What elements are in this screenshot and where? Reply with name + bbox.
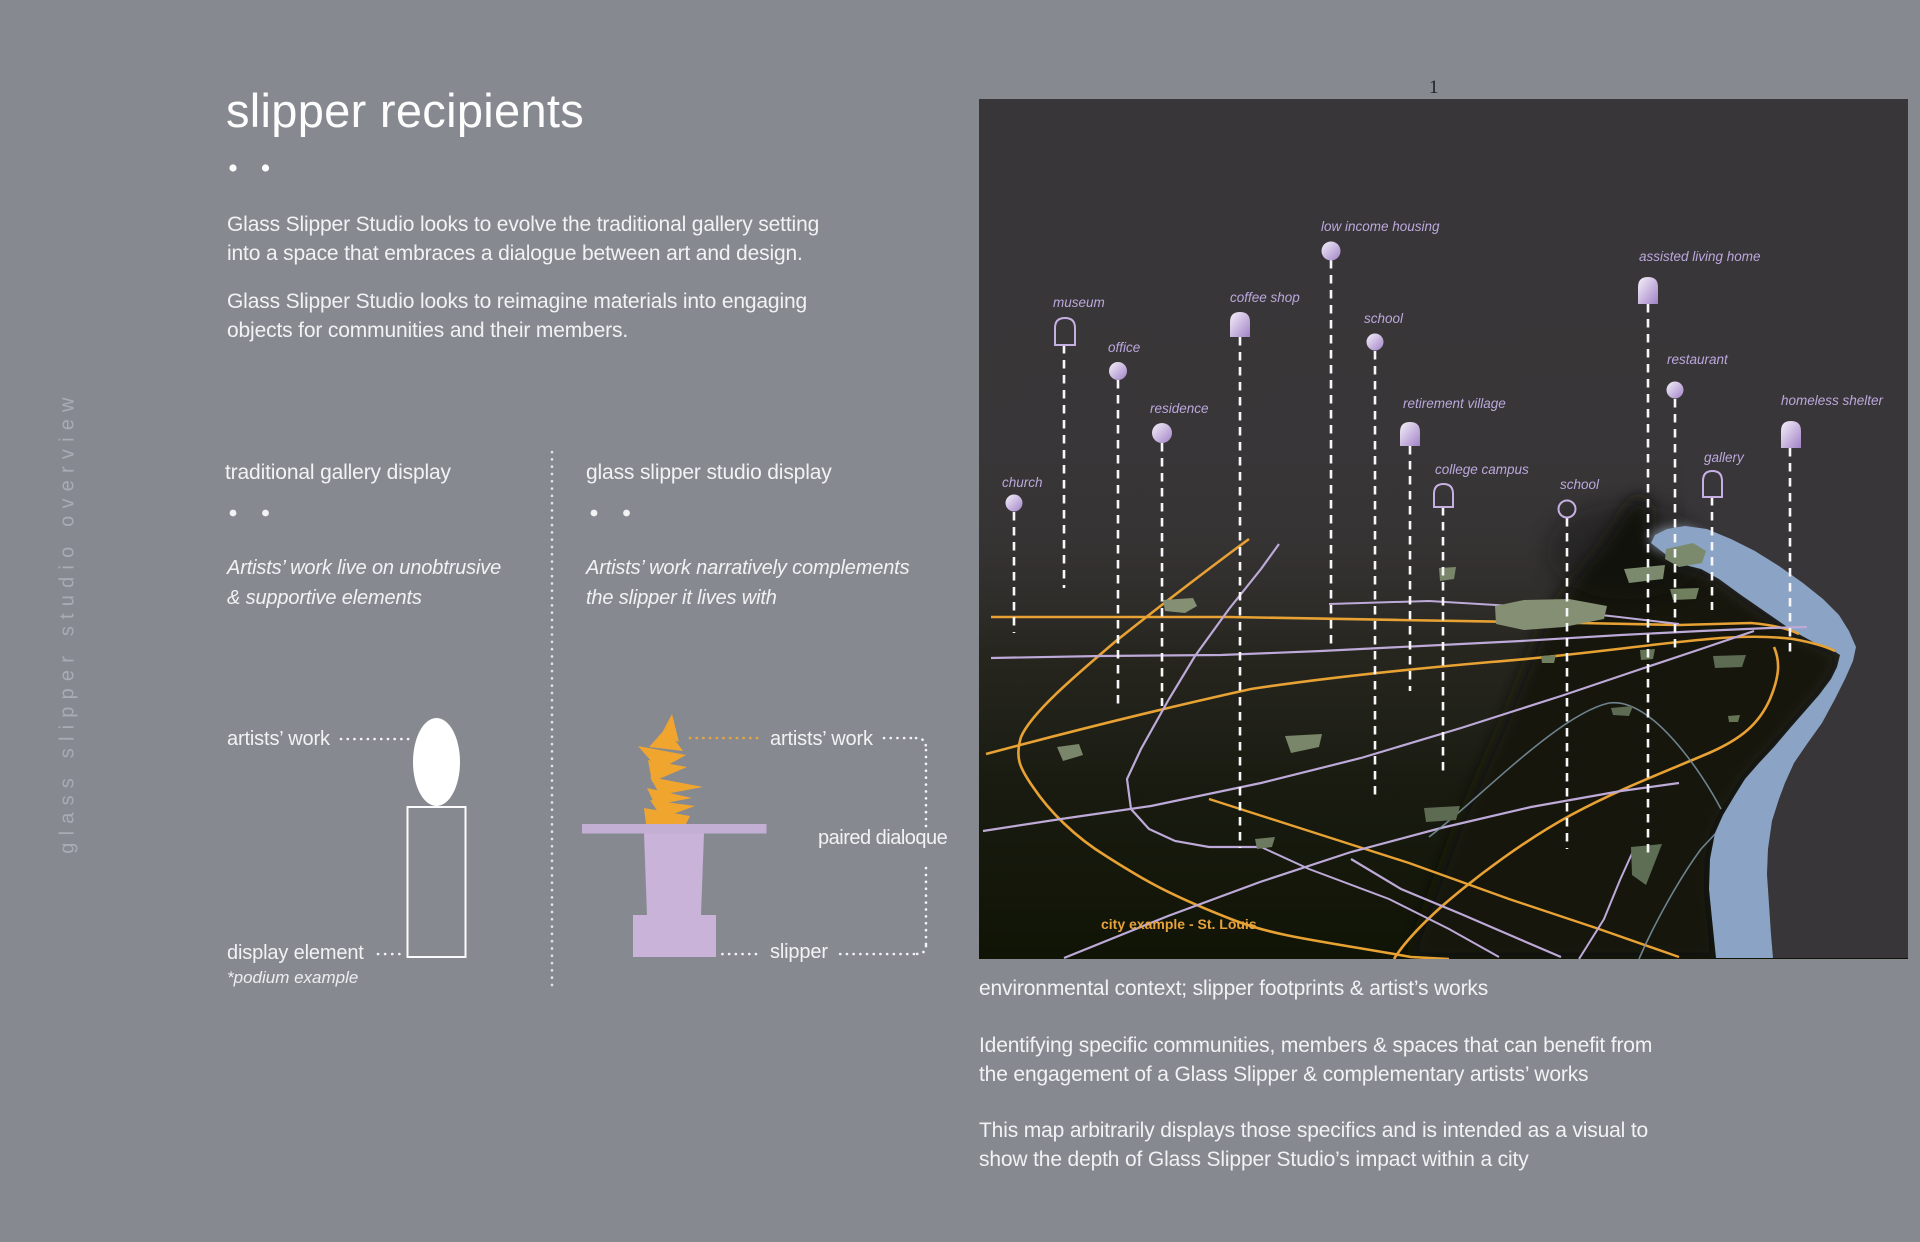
svg-text:restaurant: restaurant — [1667, 352, 1729, 367]
svg-text:church: church — [1002, 475, 1043, 490]
svg-text:school: school — [1560, 477, 1600, 492]
svg-text:city example - St. Louis: city example - St. Louis — [1101, 916, 1257, 932]
svg-text:office: office — [1108, 340, 1140, 355]
svg-text:school: school — [1364, 311, 1404, 326]
svg-text:homeless shelter: homeless shelter — [1781, 393, 1884, 408]
svg-text:residence: residence — [1150, 401, 1209, 416]
svg-text:museum: museum — [1053, 295, 1105, 310]
svg-text:retirement village: retirement village — [1403, 396, 1506, 411]
svg-text:college campus: college campus — [1435, 462, 1529, 477]
svg-text:coffee shop: coffee shop — [1230, 290, 1300, 305]
svg-text:assisted living home: assisted living home — [1639, 249, 1761, 264]
svg-text:gallery: gallery — [1704, 450, 1745, 465]
svg-text:low income housing: low income housing — [1321, 219, 1440, 234]
